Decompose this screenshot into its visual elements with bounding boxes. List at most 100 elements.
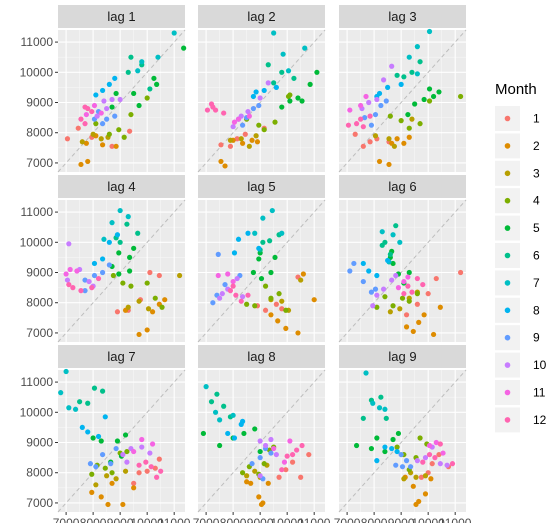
data-point [387,251,393,257]
data-point [311,297,317,303]
data-point [90,435,96,441]
data-point [253,133,259,139]
data-point [414,301,420,307]
data-point [380,286,387,292]
data-point [294,447,300,453]
data-point [217,295,223,301]
data-point [378,102,384,109]
data-point [262,283,269,289]
x-tick-label: 8000 [361,516,388,523]
x-tick-label: 7000 [334,516,361,523]
legend-label: 12 [533,413,547,427]
data-point [125,214,131,220]
data-point [283,325,289,332]
data-point [401,476,407,482]
data-point [136,470,142,476]
data-point [122,432,129,438]
data-point [147,450,153,456]
data-point [225,271,231,277]
data-point [413,474,419,480]
x-tick-label: 9000 [247,516,274,523]
data-point [148,464,154,470]
data-point [58,390,64,396]
data-point [279,467,285,473]
data-point [135,68,141,74]
data-point [131,485,137,491]
data-point [113,476,119,482]
data-point [127,268,133,274]
data-point [397,239,403,245]
data-point [279,306,285,312]
data-point [144,327,150,333]
data-point [394,72,400,78]
data-point [244,479,250,485]
data-point [372,286,379,292]
data-point [389,63,395,69]
data-point [89,285,95,291]
data-point [99,256,106,262]
facet-strip [198,345,325,368]
data-point [105,501,111,508]
data-point [414,44,420,50]
data-point [99,87,106,94]
data-point [302,45,308,51]
data-point [418,474,425,480]
data-point [204,107,211,113]
data-point [436,89,442,95]
legend-label: 8 [533,303,540,317]
data-point [383,415,389,421]
data-point [139,436,145,443]
data-point [360,278,366,285]
data-point [416,319,422,325]
data-point [227,137,234,143]
data-point [271,445,277,452]
data-point [265,62,271,68]
data-point [256,256,262,262]
data-point [283,467,289,473]
data-point [393,272,399,279]
data-point [279,104,285,110]
data-point [406,134,412,140]
data-point [124,448,130,455]
data-point [74,268,80,274]
y-tick-label: 11000 [21,205,54,219]
data-point [399,464,406,470]
data-point [260,239,266,245]
data-point [260,215,266,221]
data-point [405,274,411,280]
data-point [417,59,423,65]
data-point [114,309,121,315]
data-point [215,272,221,279]
data-point [262,307,269,313]
data-point [63,271,69,277]
data-point [360,124,366,130]
data-point [208,399,215,405]
data-point [265,480,271,486]
data-point [436,451,442,458]
data-point [114,438,121,444]
data-point [410,328,416,335]
data-point [374,96,380,103]
data-point [131,245,137,251]
data-point [66,405,72,411]
data-point [385,257,391,264]
data-point [401,140,407,146]
data-point [360,415,366,421]
legend-key-point [504,252,511,259]
data-point [246,143,252,149]
data-point [420,281,426,288]
data-point [449,461,456,467]
data-point [366,99,372,106]
data-point [409,69,415,75]
data-point [124,221,130,227]
data-point [421,96,427,103]
data-point [99,269,106,276]
data-point [382,444,388,450]
data-point [222,281,228,288]
data-point [426,442,433,449]
data-point [421,312,427,318]
